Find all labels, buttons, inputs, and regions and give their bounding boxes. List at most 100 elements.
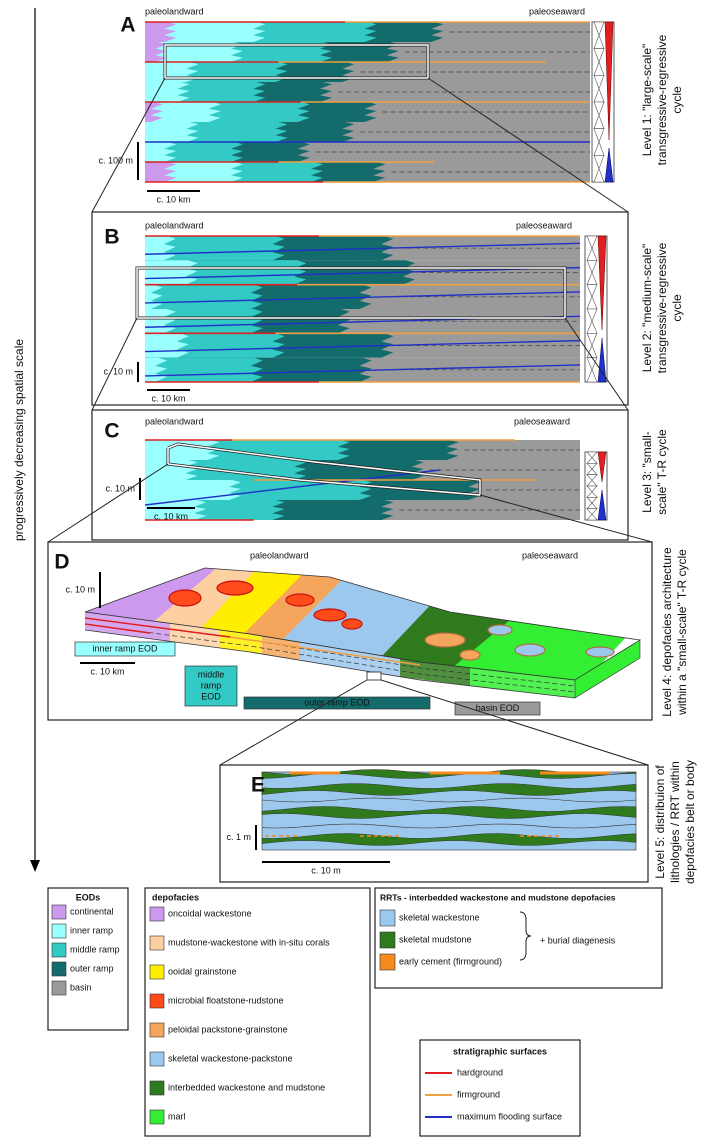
facies-zone <box>145 142 176 162</box>
eod-label: inner ramp EOD <box>92 643 158 653</box>
horizontal-scale-label: c. 10 m <box>311 865 341 875</box>
panel-letter: A <box>120 14 135 37</box>
legend-title: depofacies <box>152 892 199 902</box>
level-label: cycle <box>670 294 684 322</box>
panel-letter: D <box>54 551 69 574</box>
legend-label: oncoidal wackestone <box>168 908 252 918</box>
legend-swatch <box>380 910 395 926</box>
facies-body <box>169 590 201 606</box>
legend-swatch <box>150 907 164 921</box>
facies-zone <box>145 285 263 309</box>
level-label: scale" T-R cycle <box>655 429 669 515</box>
facies-body <box>460 650 480 660</box>
legend-swatch <box>150 1110 164 1124</box>
eod-label: EOD <box>201 691 221 701</box>
legend-label: middle ramp <box>70 944 120 954</box>
level-label: transgressive-regressive <box>655 242 669 373</box>
legend-label: ooidal grainstone <box>168 966 237 976</box>
landward-label: paleolandward <box>145 220 204 230</box>
depofacies-legend-frame <box>145 888 370 1136</box>
facies-zone <box>145 162 176 182</box>
facies-body <box>425 633 465 647</box>
facies-zone <box>145 22 176 42</box>
legend-label: inner ramp <box>70 925 113 935</box>
legend-label: continental <box>70 906 114 916</box>
facies-body <box>286 594 314 606</box>
facies-zone <box>145 260 198 284</box>
eod-label: basin EOD <box>476 703 520 713</box>
legend-title: stratigraphic surfaces <box>453 1046 547 1056</box>
zoom-connector <box>220 680 367 765</box>
facies-zone <box>145 309 176 333</box>
legend-swatch <box>150 1081 164 1095</box>
horizontal-scale-label: c. 10 km <box>151 393 185 403</box>
legend-swatch <box>150 965 164 979</box>
facies-zone <box>145 236 176 260</box>
legend-label: firmground <box>457 1089 500 1099</box>
level-label: Level 1: "large-scale" <box>640 44 654 157</box>
figure: progressively decreasing spatial scale Ap… <box>0 0 702 1138</box>
zoom-connector <box>381 680 648 765</box>
vertical-scale-label: c. 10 m <box>103 366 133 376</box>
legend-swatch <box>52 905 66 919</box>
legend-label: early cement (firmground) <box>399 956 502 966</box>
legend-label: outer ramp <box>70 963 114 973</box>
legend-swatch <box>380 954 395 970</box>
legend-label: microbial floatstone-rudstone <box>168 995 284 1005</box>
legend-swatch <box>150 1023 164 1037</box>
legend-title: EODs <box>76 892 101 902</box>
legend-label: marl <box>168 1111 186 1121</box>
legend-brace <box>520 912 531 960</box>
legend-swatch <box>52 962 66 976</box>
facies-body <box>217 581 253 595</box>
facies-body <box>342 619 362 629</box>
legend-label: skeletal mudstone <box>399 934 472 944</box>
facies-zone <box>145 440 219 460</box>
level-label: lithologies / RRT within <box>668 761 682 883</box>
legend-label: basin <box>70 982 92 992</box>
zoom-highlight <box>368 673 380 679</box>
landward-label: paleolandward <box>145 416 204 426</box>
panel-letter: E <box>251 774 265 797</box>
legend-swatch <box>52 924 66 938</box>
legend-label: peloidal packstone-grainstone <box>168 1024 288 1034</box>
seaward-label: paleoseaward <box>514 416 570 426</box>
legend-label: skeletal wackestone-packstone <box>168 1053 293 1063</box>
level-label: cycle <box>670 86 684 114</box>
facies-zone <box>145 82 190 102</box>
legend-swatch <box>52 943 66 957</box>
facies-zone <box>145 333 189 357</box>
level-label: transgressive-regressive <box>655 34 669 165</box>
legend-title: RRTs - interbedded wackestone and mudsto… <box>380 892 616 902</box>
facies-zone <box>145 480 241 500</box>
legend-note: + burial diagenesis <box>540 935 616 945</box>
legend-swatch <box>150 936 164 950</box>
axis-label: progressively decreasing spatial scale <box>12 339 26 541</box>
landward-label: paleolandward <box>145 6 204 16</box>
legend-swatch <box>380 932 395 948</box>
vertical-scale-label: c. 100 m <box>98 155 133 165</box>
legend-label: skeletal wackestone <box>399 912 480 922</box>
legend-label: hardground <box>457 1067 503 1077</box>
level-label: within a "small-scale" T-R cycle <box>675 549 689 716</box>
zoom-connector <box>92 318 137 410</box>
seaward-label: paleoseaward <box>529 6 585 16</box>
vertical-scale-label: c. 10 m <box>65 584 95 594</box>
level-label: depofacies belt or body <box>683 760 697 884</box>
legend-swatch <box>150 994 164 1008</box>
legend-swatch <box>150 1052 164 1066</box>
facies-body <box>515 644 545 656</box>
landward-label: paleolandward <box>250 550 309 560</box>
vertical-scale-label: c. 1 m <box>226 832 251 842</box>
horizontal-scale-label: c. 10 km <box>90 666 124 676</box>
top-face <box>55 548 642 690</box>
seaward-label: paleoseaward <box>516 220 572 230</box>
facies-zone <box>145 122 199 142</box>
eod-label: middle <box>198 669 225 679</box>
legend-label: maximum flooding surface <box>457 1111 562 1121</box>
eod-label: outer ramp EOD <box>304 697 370 707</box>
panel-letter: C <box>104 420 119 443</box>
facies-body <box>488 625 512 635</box>
seaward-label: paleoseaward <box>522 550 578 560</box>
panel-letter: B <box>104 226 119 249</box>
